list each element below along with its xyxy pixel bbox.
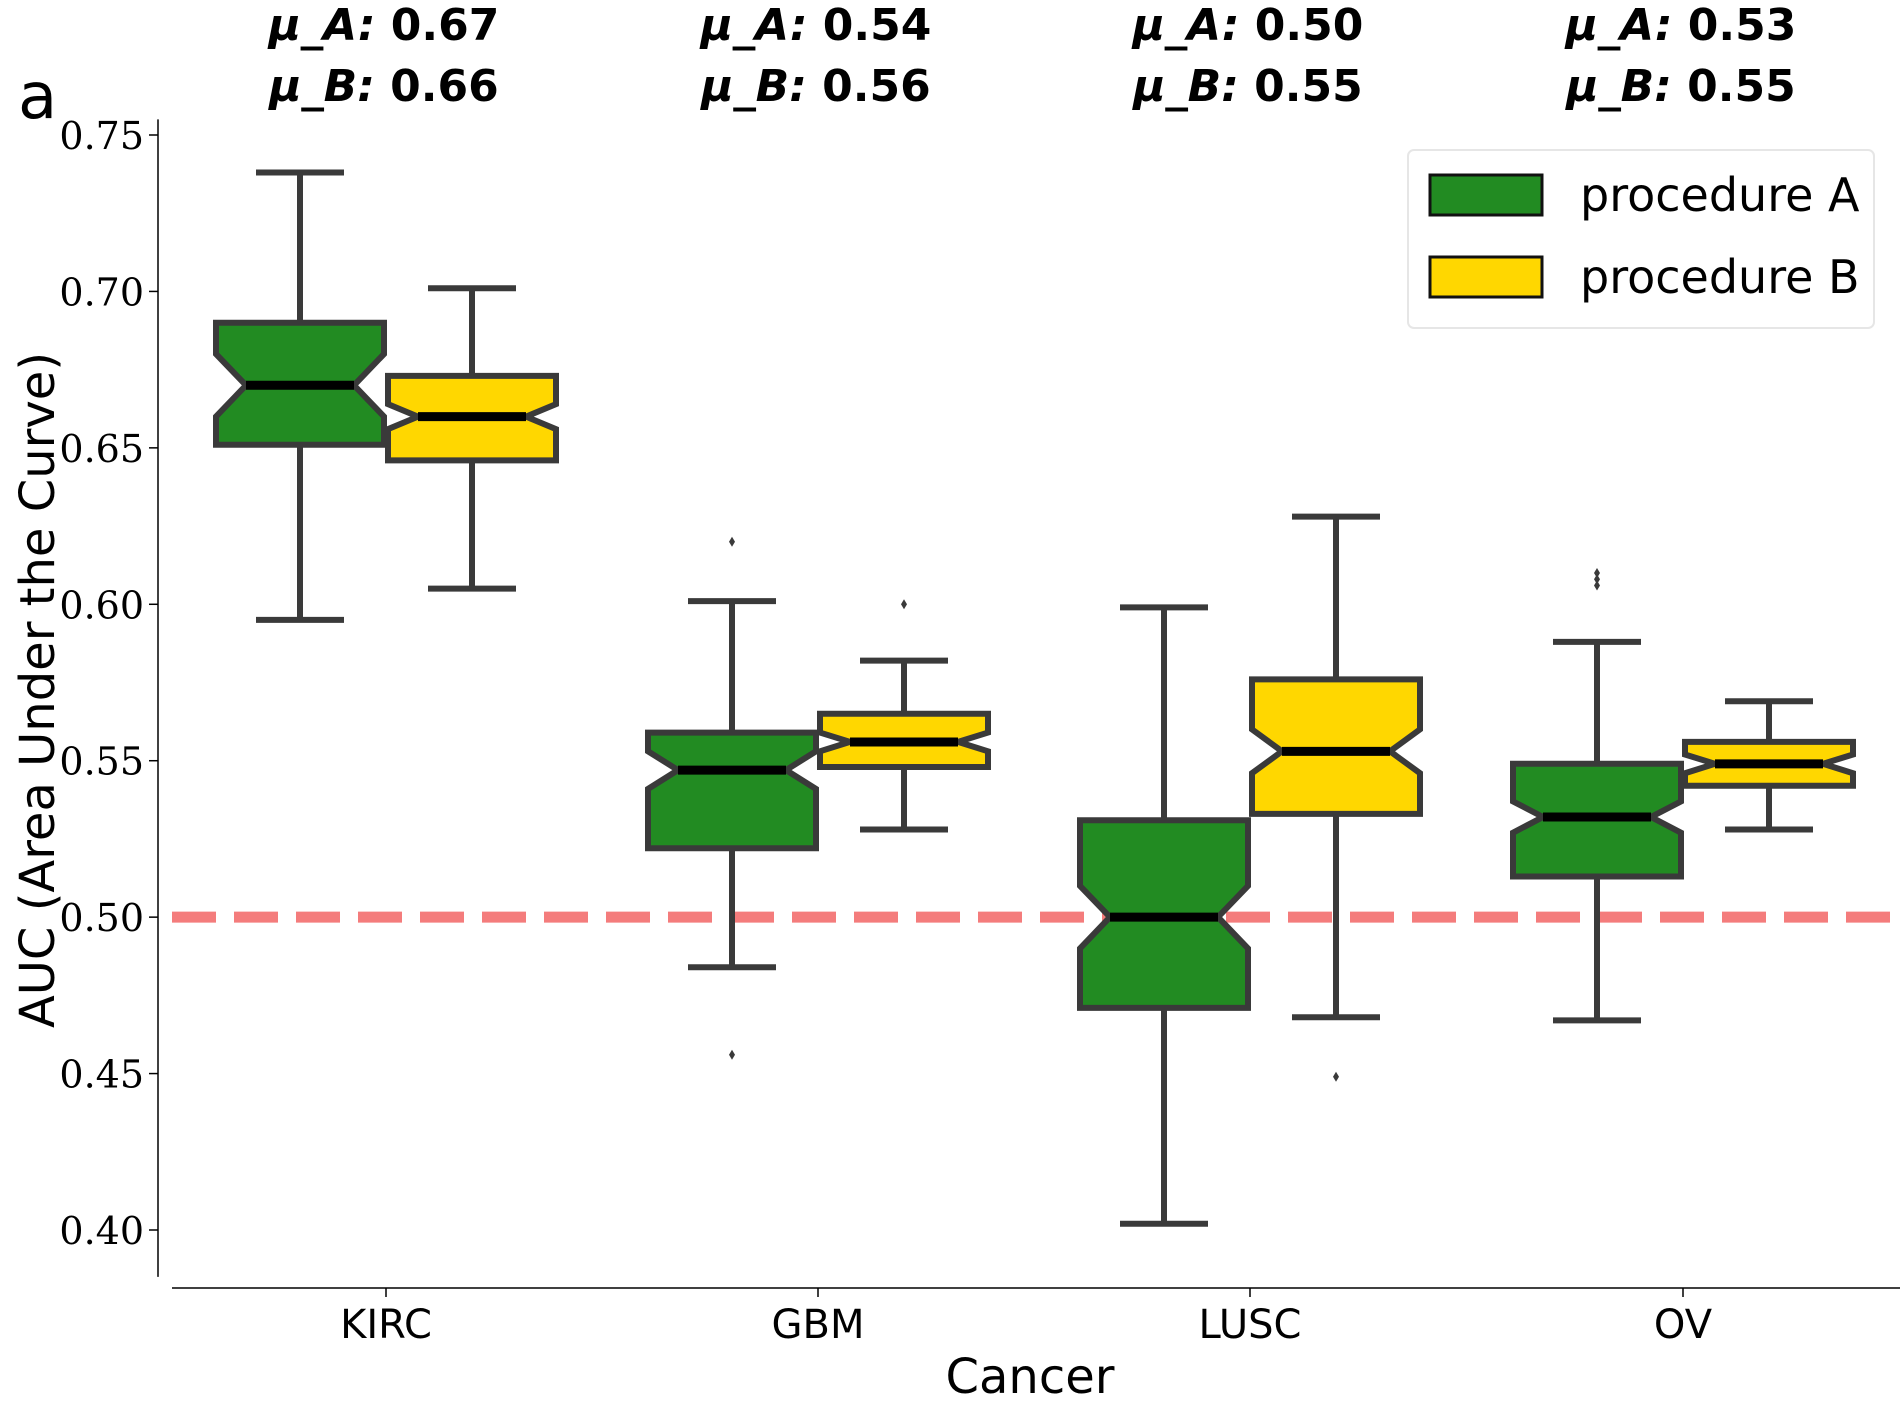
mean-b-label: μ_B: [699, 61, 822, 112]
mean-b-label: μ_B: [267, 61, 390, 112]
outlier-point [1333, 1071, 1339, 1082]
mean-a-label: μ_A: [699, 0, 823, 51]
box-procedure-A-LUSC [1077, 604, 1251, 1227]
mean-a-value: 0.54 [823, 0, 932, 51]
legend-label-procedure-A: procedure A [1580, 168, 1860, 222]
mean-b-value: 0.66 [390, 61, 499, 112]
outlier-point [1594, 574, 1600, 585]
mean-b-value: 0.56 [822, 61, 931, 112]
x-tick-label: OV [1654, 1302, 1713, 1348]
box-procedure-B-OV [1682, 698, 1856, 833]
mean-b-annotation: μ_B: 0.66 [267, 61, 498, 112]
box-procedure-B-KIRC [385, 285, 559, 592]
x-tick-label: GBM [772, 1302, 865, 1348]
mean-a-annotation: μ_A: 0.67 [267, 0, 500, 51]
mean-b-label: μ_B: [1564, 61, 1687, 112]
x-tick-label: LUSC [1199, 1302, 1302, 1348]
y-tick-label: 0.70 [59, 270, 144, 314]
mean-b-value: 0.55 [1687, 61, 1796, 112]
mean-b-annotation: μ_B: 0.55 [1131, 61, 1362, 112]
outlier-point [1594, 580, 1600, 591]
outlier-point [1594, 568, 1600, 578]
box-body [645, 729, 819, 852]
outlier-point [729, 536, 735, 547]
outlier-point [901, 599, 907, 610]
mean-b-label: μ_B: [1131, 61, 1254, 112]
box-procedure-B-GBM [817, 599, 991, 833]
mean-a-annotation: μ_A: 0.50 [1131, 0, 1364, 51]
mean-b-annotation: μ_B: 0.55 [1564, 61, 1795, 112]
legend: procedure A procedure B [1407, 149, 1875, 329]
y-tick-label: 0.40 [59, 1209, 144, 1253]
box-procedure-A-KIRC [213, 169, 387, 623]
mean-a-annotation: μ_A: 0.53 [1564, 0, 1797, 51]
x-tick-label: KIRC [340, 1302, 432, 1348]
y-axis-label: AUC (Area Under the Curve) [10, 352, 66, 1028]
mean-a-label: μ_A: [1564, 0, 1688, 51]
legend-swatch-procedure-B [1428, 255, 1544, 299]
y-tick-label: 0.65 [59, 427, 144, 471]
mean-a-value: 0.50 [1255, 0, 1364, 51]
outlier-point [729, 1049, 735, 1060]
box-procedure-B-LUSC [1249, 513, 1423, 1082]
mean-a-value: 0.53 [1688, 0, 1797, 51]
mean-a-label: μ_A: [267, 0, 391, 51]
box-procedure-A-OV [1510, 568, 1684, 1024]
mean-a-annotation: μ_A: 0.54 [699, 0, 932, 51]
mean-a-label: μ_A: [1131, 0, 1255, 51]
legend-swatch-procedure-A [1428, 173, 1544, 217]
box-body [1249, 676, 1423, 817]
mean-b-annotation: μ_B: 0.56 [699, 61, 930, 112]
y-tick-label: 0.45 [59, 1053, 144, 1097]
y-tick-label: 0.75 [59, 114, 144, 158]
mean-b-value: 0.55 [1254, 61, 1363, 112]
panel-label: a [18, 60, 57, 134]
y-tick-label: 0.50 [59, 896, 144, 940]
legend-label-procedure-B: procedure B [1580, 250, 1860, 304]
box-procedure-A-GBM [645, 536, 819, 1060]
x-axis-label: Cancer [945, 1349, 1114, 1405]
mean-a-value: 0.67 [391, 0, 500, 51]
y-tick-label: 0.60 [59, 583, 144, 627]
y-tick-label: 0.55 [59, 740, 144, 784]
